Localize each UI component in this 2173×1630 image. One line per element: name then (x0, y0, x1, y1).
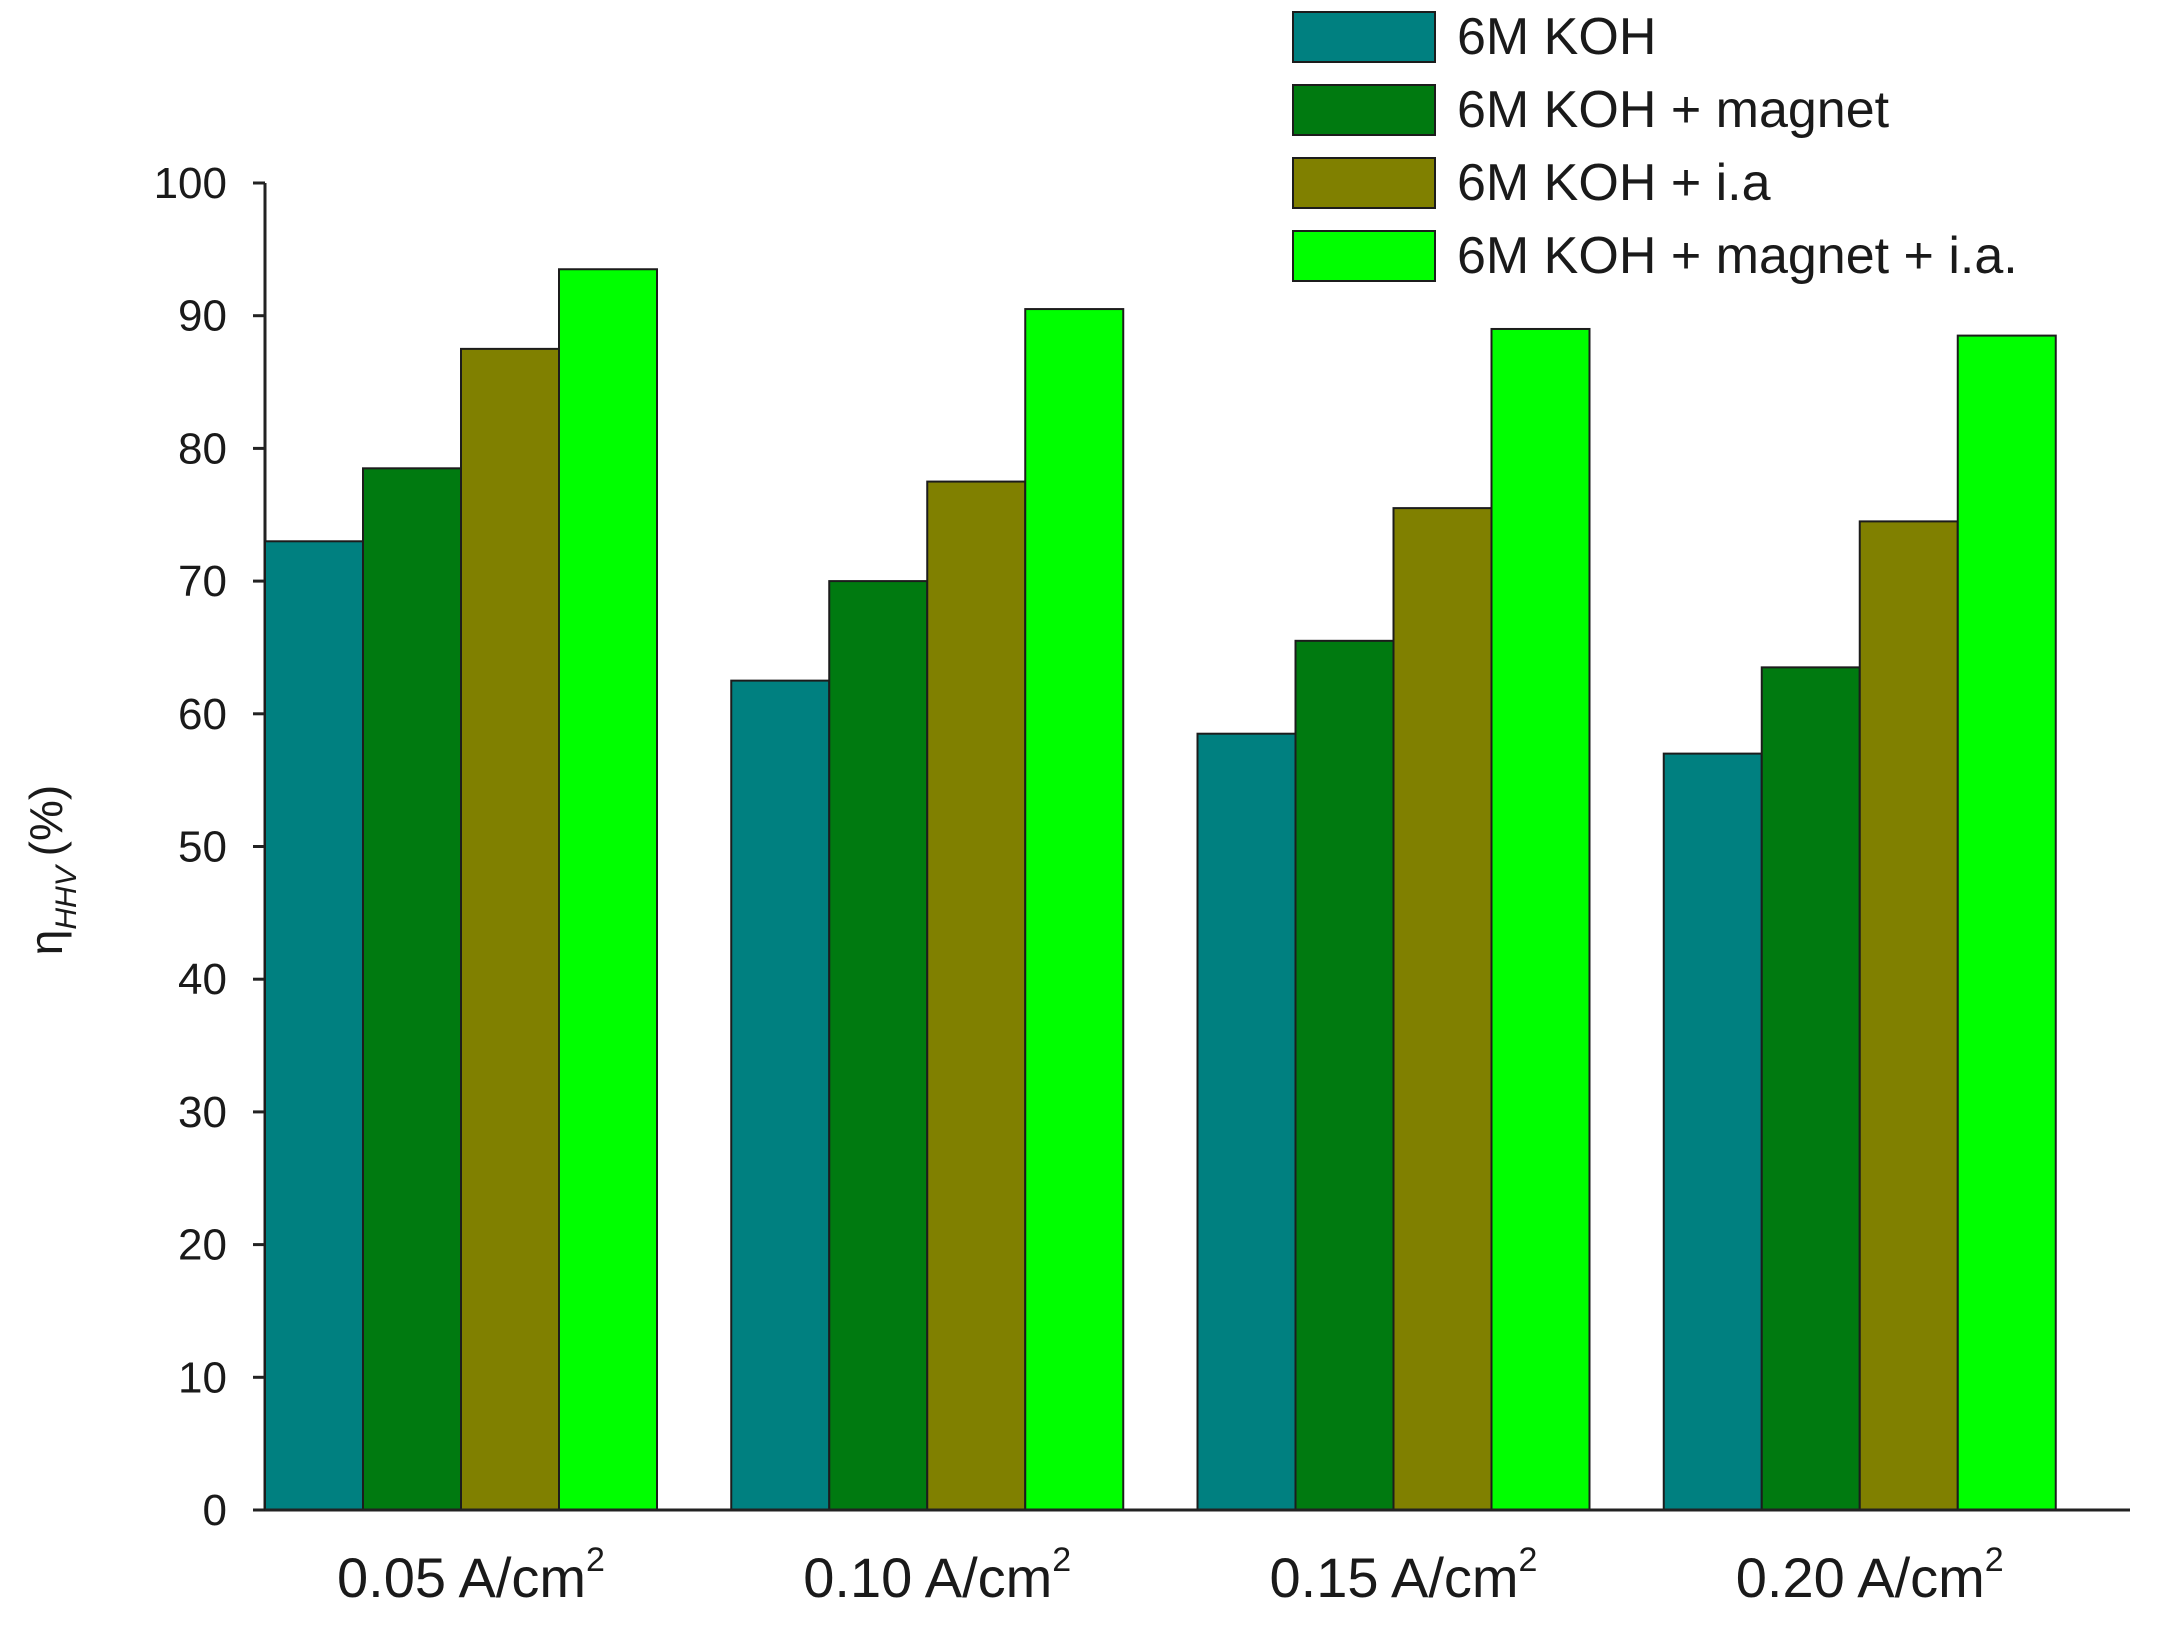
bar-2-2 (828, 580, 929, 1511)
y-tick-label: 50 (178, 823, 227, 872)
y-tick-label: 20 (178, 1221, 227, 1270)
bar-3-3 (1392, 507, 1493, 1511)
y-tick-label: 40 (178, 955, 227, 1004)
y-axis-label-subscript: HHV (50, 863, 83, 929)
y-axis-label-symbol: η (20, 930, 72, 956)
x-tick-label-superscript: 2 (586, 1541, 605, 1579)
bar-3-2 (1294, 639, 1395, 1511)
x-axis: 0.05 A/cm2 0.10 A/cm2 0.15 A/cm2 0.20 A/cm2 (265, 1508, 2130, 1609)
y-axis-label-unit: (%) (20, 785, 72, 857)
x-tick-label-text: 0.05 A/cm (337, 1546, 586, 1609)
bar-2-1 (730, 679, 831, 1511)
bar-2-3 (926, 480, 1027, 1512)
y-tick-label: 30 (178, 1088, 227, 1137)
x-tick-label-superscript: 2 (1985, 1541, 2004, 1579)
bar-4-3 (1858, 520, 1959, 1511)
bar-4-4 (1956, 334, 2057, 1512)
bar-3-1 (1196, 732, 1297, 1511)
legend-label: 6M KOH + magnet + i.a. (1457, 227, 2018, 285)
bar-3-4 (1490, 327, 1591, 1512)
bar-4-2 (1760, 666, 1861, 1511)
y-tick-label: 70 (178, 557, 227, 606)
y-tick-label: 100 (154, 159, 227, 208)
legend-label: 6M KOH (1457, 8, 1656, 66)
x-tick-label: 0.10 A/cm2 (803, 1541, 1071, 1609)
x-tick-label: 0.05 A/cm2 (337, 1541, 605, 1609)
bar-4-1 (1662, 752, 1763, 1511)
x-tick-label-text: 0.10 A/cm (803, 1546, 1052, 1609)
y-tick-label: 0 (203, 1486, 227, 1535)
bar-1-4 (558, 268, 658, 1511)
legend: 6M KOH 6M KOH + magnet 6M KOH + i.a 6M KOH … (1292, 8, 2018, 285)
y-axis: 0 10 20 30 40 50 60 70 80 90 100 (154, 159, 267, 1535)
legend-label: 6M KOH + i.a (1457, 154, 1771, 212)
legend-swatch (1292, 230, 1436, 282)
x-tick-label-text: 0.15 A/cm (1270, 1546, 1519, 1609)
legend-label: 6M KOH + magnet (1457, 81, 1890, 139)
y-tick-label: 10 (178, 1353, 227, 1402)
legend-swatch (1292, 11, 1436, 63)
legend-swatch (1292, 84, 1436, 136)
x-tick-label: 0.20 A/cm2 (1736, 1541, 2004, 1609)
legend-swatch (1292, 157, 1436, 209)
x-tick-label-text: 0.20 A/cm (1736, 1546, 1985, 1609)
bar-1-2 (362, 467, 462, 1511)
y-tick-label: 90 (178, 292, 227, 341)
svg-text:ηHHV(%): ηHHV (%) (20, 785, 83, 955)
y-axis-label: ηHHV (%) (20, 785, 83, 955)
bar-1-3 (460, 347, 560, 1511)
x-tick-label-superscript: 2 (1052, 1541, 1071, 1579)
bar-2-4 (1024, 308, 1125, 1512)
y-tick-label: 80 (178, 424, 227, 473)
x-tick-label-superscript: 2 (1519, 1541, 1538, 1579)
y-tick-label: 60 (178, 690, 227, 739)
x-tick-label: 0.15 A/cm2 (1270, 1541, 1538, 1609)
bars (264, 268, 2057, 1512)
bar-1-1 (264, 540, 364, 1511)
